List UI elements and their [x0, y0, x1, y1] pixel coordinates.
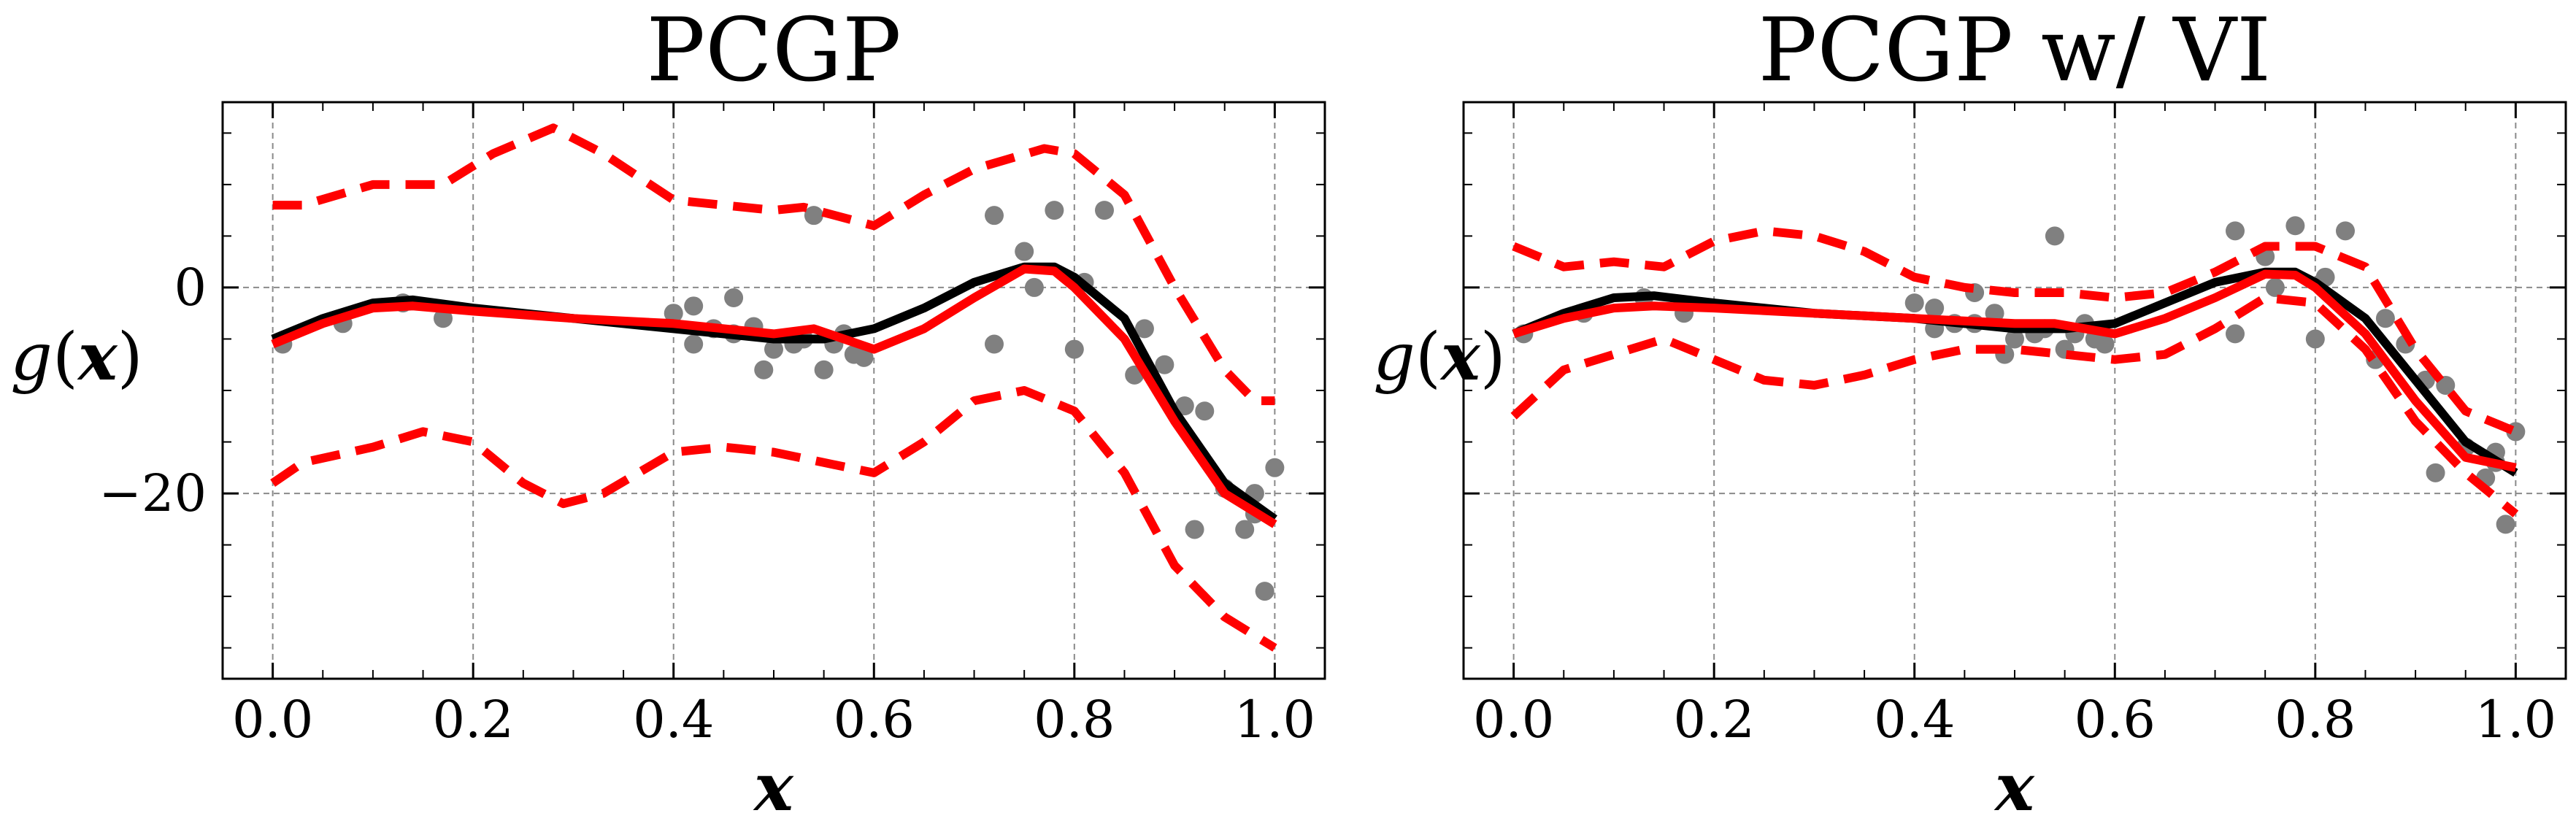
confidence-band-line-4: [1510, 293, 2519, 517]
x-tick-label: 0.2: [1674, 690, 1755, 750]
x-tick-label: 0.0: [1473, 690, 1554, 750]
data-point-22: [985, 334, 1004, 354]
data-point-12: [764, 339, 783, 359]
data-point-31: [1155, 355, 1174, 374]
panel-pcgp: 0.0 0.2 0.4 0.6 0.8 1.0 0 −20 PCGP x g(x): [10, 0, 1326, 826]
data-point-26: [2305, 329, 2325, 349]
x-axis-label: x: [753, 749, 794, 826]
x-tick-label: 0.6: [834, 690, 915, 750]
chart-title: PCGP w/ VI: [1758, 0, 2272, 101]
true-function-line: [271, 262, 1277, 523]
data-point-25: [1045, 201, 1064, 220]
x-tick-label: 0.0: [232, 690, 313, 750]
x-tick-label: 1.0: [1234, 690, 1315, 750]
data-point-15: [804, 206, 823, 226]
data-point-20: [854, 347, 874, 367]
panel-pcgp-vi: 0.0 0.2 0.4 0.6 0.8 1.0 PCGP w/ VI x g(x): [1373, 0, 2567, 826]
data-point-34: [2436, 375, 2456, 395]
data-point-5: [684, 296, 704, 316]
chart-title: PCGP: [646, 0, 901, 101]
x-tick-label: 0.8: [2275, 690, 2356, 750]
data-point-39: [1265, 458, 1285, 477]
data-point-11: [754, 360, 774, 380]
x-axis-label: x: [1993, 749, 2035, 826]
data-point-6: [684, 334, 704, 354]
data-point-28: [1095, 201, 1114, 220]
data-point-21: [985, 206, 1004, 226]
posterior-mean-line: [1512, 269, 2517, 472]
data-point-4: [1904, 293, 1924, 313]
data-point-33: [2426, 463, 2445, 482]
x-tick-label: 1.0: [2475, 690, 2556, 750]
data-point-22: [2226, 324, 2245, 344]
plot-frame: [1462, 101, 2567, 680]
data-point-36: [1235, 520, 1255, 539]
data-point-15: [2045, 226, 2064, 246]
data-point-24: [2265, 277, 2285, 297]
data-point-38: [1255, 582, 1274, 601]
x-tick-label: 0.4: [633, 690, 714, 750]
data-point-32: [1174, 396, 1194, 416]
data-point-25: [2285, 216, 2305, 236]
data-point-4: [664, 304, 683, 323]
x-tick-label: 0.4: [1874, 690, 1955, 750]
confidence-band-line-3: [272, 123, 1275, 406]
data-point-21: [2226, 221, 2245, 241]
data-point-12: [2005, 329, 2024, 349]
data-point-23: [1015, 242, 1034, 261]
y-tick-label: −20: [99, 463, 207, 523]
y-axis-label: g(x): [1373, 318, 1506, 396]
y-axis-label: g(x): [10, 318, 143, 396]
posterior-mean-line: [271, 264, 1277, 528]
data-point-8: [724, 288, 744, 308]
data-point-5: [1925, 298, 1945, 318]
data-point-3: [434, 309, 453, 328]
confidence-band-line-4: [270, 386, 1277, 652]
data-point-33: [1185, 520, 1204, 539]
confidence-band-line-3: [1512, 226, 2518, 436]
data-point-24: [1024, 277, 1044, 297]
data-point-30: [2375, 309, 2395, 328]
x-tick-label: 0.6: [2075, 690, 2156, 750]
data-point-30: [1134, 319, 1154, 339]
data-point-38: [2496, 515, 2515, 534]
x-tick-label: 0.2: [433, 690, 514, 750]
y-tick-label: 0: [174, 258, 207, 317]
data-point-20: [2095, 334, 2115, 354]
data-point-28: [2336, 221, 2355, 241]
data-point-26: [1064, 339, 1084, 359]
true-function-line: [1512, 267, 2518, 477]
data-point-34: [1195, 401, 1215, 421]
data-point-16: [814, 360, 834, 380]
x-tick-label: 0.8: [1034, 690, 1115, 750]
